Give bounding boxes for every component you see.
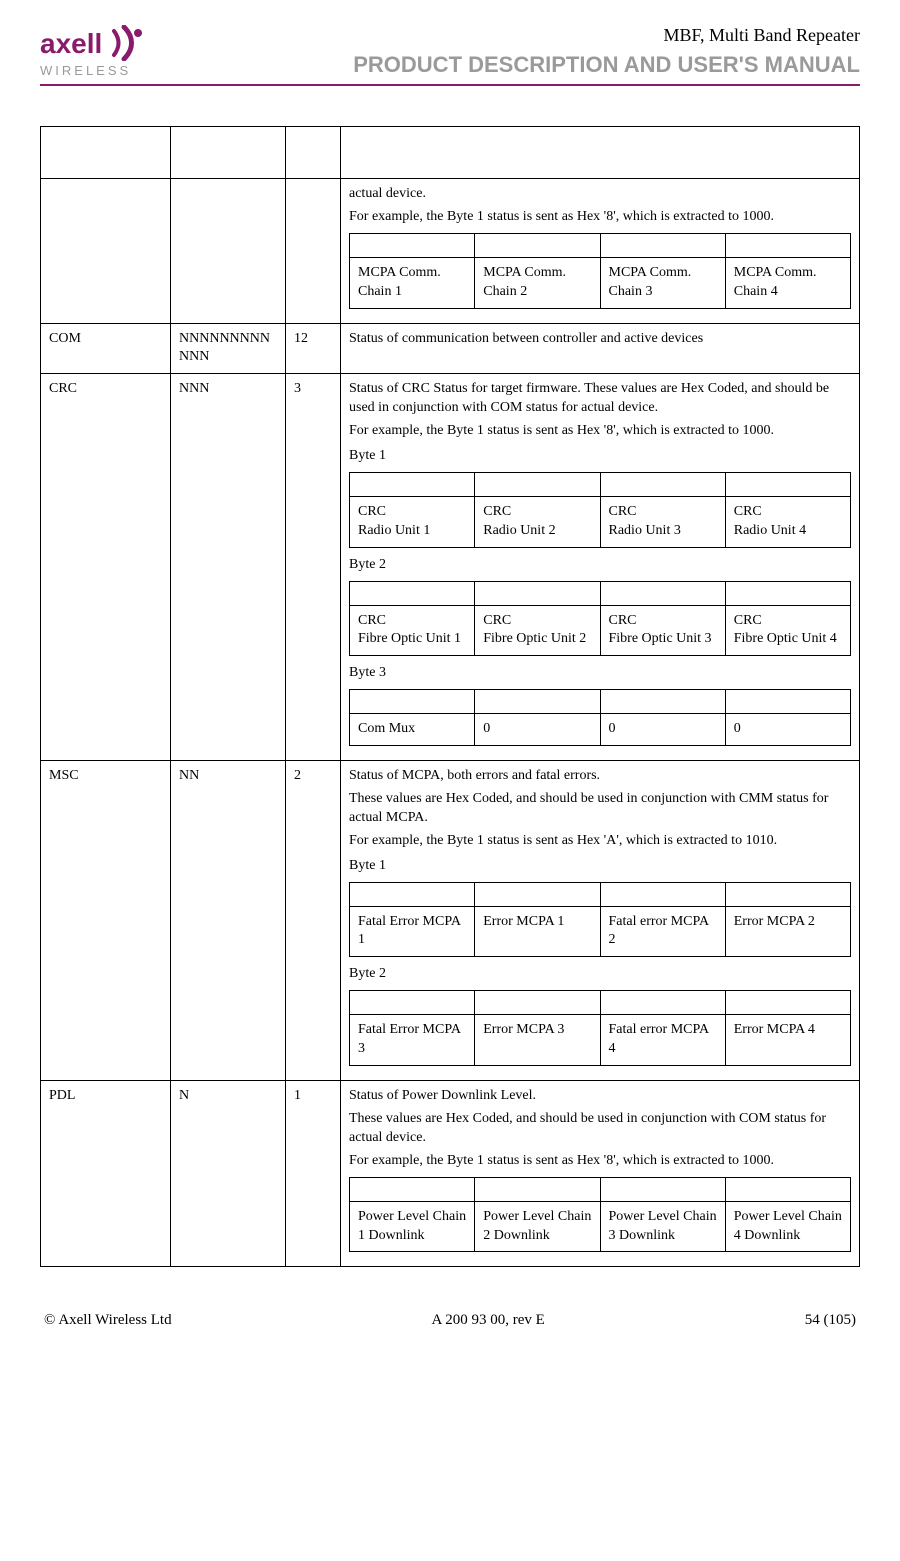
inner-table: Fatal Error MCPA 3 Error MCPA 3 Fatal er… [349, 990, 851, 1066]
inner-cell: MCPA Comm. Chain 3 [600, 257, 725, 308]
inner-cell: Power Level Chain 1 Downlink [350, 1201, 475, 1252]
cell-text: NN [171, 761, 286, 1081]
footer-left: © Axell Wireless Ltd [44, 1312, 172, 1329]
inner-cell: Fibre Optic Unit 2 [483, 630, 591, 649]
table-row: COM NNNNNNNNNNNN 12 Status of communicat… [41, 323, 860, 374]
inner-cell: Fatal error MCPA 4 [600, 1015, 725, 1066]
cell-text: For example, the Byte 1 status is sent a… [349, 832, 851, 851]
inner-cell: Fatal Error MCPA 3 [350, 1015, 475, 1066]
cell-text: actual device. [349, 185, 851, 204]
inner-cell: Power Level Chain 4 Downlink [725, 1201, 850, 1252]
inner-cell: CRC [483, 503, 591, 522]
inner-cell: MCPA Comm. Chain 2 [475, 257, 600, 308]
inner-cell: 0 [600, 714, 725, 746]
brand-logo: axell WIRELESS [40, 25, 150, 78]
inner-cell: Fibre Optic Unit 4 [734, 630, 842, 649]
cell-text: 3 [286, 374, 341, 761]
byte-label: Byte 1 [349, 447, 851, 466]
inner-cell: Fibre Optic Unit 1 [358, 630, 466, 649]
cell-text: For example, the Byte 1 status is sent a… [349, 208, 851, 227]
svg-text:axell: axell [40, 28, 102, 59]
inner-cell: 0 [725, 714, 850, 746]
cell-text: Status of communication between controll… [341, 323, 860, 374]
inner-cell: CRC [734, 612, 842, 631]
page-header: axell WIRELESS MBF, Multi Band Repeater … [40, 25, 860, 78]
inner-cell: Error MCPA 1 [475, 906, 600, 957]
cell-text: NNN [171, 374, 286, 761]
doc-title: MBF, Multi Band Repeater [353, 25, 860, 46]
byte-label: Byte 1 [349, 857, 851, 876]
inner-cell: Fatal Error MCPA 1 [350, 906, 475, 957]
doc-subtitle: PRODUCT DESCRIPTION AND USER'S MANUAL [353, 52, 860, 78]
inner-cell: CRC [609, 503, 717, 522]
byte-label: Byte 3 [349, 664, 851, 683]
byte-label: Byte 2 [349, 965, 851, 984]
inner-table: CRCFibre Optic Unit 1 CRCFibre Optic Uni… [349, 581, 851, 657]
cell-text: These values are Hex Coded, and should b… [349, 1110, 851, 1148]
cell-text: COM [41, 323, 171, 374]
inner-cell: Radio Unit 4 [734, 522, 842, 541]
inner-cell: Fibre Optic Unit 3 [609, 630, 717, 649]
inner-table: Fatal Error MCPA 1 Error MCPA 1 Fatal er… [349, 882, 851, 958]
cell-text: Status of Power Downlink Level. [349, 1087, 851, 1106]
inner-cell: Fatal error MCPA 2 [600, 906, 725, 957]
inner-cell: CRC [609, 612, 717, 631]
table-row: MSC NN 2 Status of MCPA, both errors and… [41, 761, 860, 1081]
main-table: actual device. For example, the Byte 1 s… [40, 126, 860, 1267]
cell-text: NNNNNNNNNNNN [171, 323, 286, 374]
inner-cell: Error MCPA 3 [475, 1015, 600, 1066]
inner-cell: MCPA Comm. Chain 1 [350, 257, 475, 308]
inner-table: CRCRadio Unit 1 CRCRadio Unit 2 CRCRadio… [349, 472, 851, 548]
inner-cell: 0 [475, 714, 600, 746]
inner-cell: Error MCPA 4 [725, 1015, 850, 1066]
cell-text: 1 [286, 1081, 341, 1267]
cell-text: MSC [41, 761, 171, 1081]
table-row [41, 127, 860, 179]
cell-text: CRC [41, 374, 171, 761]
inner-cell: MCPA Comm. Chain 4 [725, 257, 850, 308]
cell-text: Status of MCPA, both errors and fatal er… [349, 767, 851, 786]
cell-text: N [171, 1081, 286, 1267]
page-footer: © Axell Wireless Ltd A 200 93 00, rev E … [40, 1312, 860, 1329]
inner-cell: CRC [734, 503, 842, 522]
inner-table: Com Mux 0 0 0 [349, 689, 851, 746]
table-row: PDL N 1 Status of Power Downlink Level. … [41, 1081, 860, 1267]
inner-cell: Radio Unit 3 [609, 522, 717, 541]
footer-right: 54 (105) [805, 1312, 856, 1329]
footer-center: A 200 93 00, rev E [432, 1312, 545, 1329]
inner-cell: CRC [483, 612, 591, 631]
table-row: actual device. For example, the Byte 1 s… [41, 179, 860, 324]
inner-cell: CRC [358, 612, 466, 631]
cell-text: PDL [41, 1081, 171, 1267]
inner-cell: Error MCPA 2 [725, 906, 850, 957]
cell-text: These values are Hex Coded, and should b… [349, 790, 851, 828]
inner-cell: Power Level Chain 3 Downlink [600, 1201, 725, 1252]
table-row: CRC NNN 3 Status of CRC Status for targe… [41, 374, 860, 761]
inner-cell: Com Mux [350, 714, 475, 746]
cell-text: For example, the Byte 1 status is sent a… [349, 1152, 851, 1171]
inner-cell: Power Level Chain 2 Downlink [475, 1201, 600, 1252]
byte-label: Byte 2 [349, 556, 851, 575]
inner-cell: Radio Unit 2 [483, 522, 591, 541]
header-accent-line [40, 84, 860, 86]
inner-cell: Radio Unit 1 [358, 522, 466, 541]
inner-table: MCPA Comm. Chain 1 MCPA Comm. Chain 2 MC… [349, 233, 851, 309]
cell-text: For example, the Byte 1 status is sent a… [349, 422, 851, 441]
brand-subtext: WIRELESS [40, 63, 131, 78]
cell-text: 12 [286, 323, 341, 374]
axell-logo-icon: axell [40, 25, 150, 61]
inner-table: Power Level Chain 1 Downlink Power Level… [349, 1177, 851, 1253]
inner-cell: CRC [358, 503, 466, 522]
cell-text: Status of CRC Status for target firmware… [349, 380, 851, 418]
cell-text: 2 [286, 761, 341, 1081]
